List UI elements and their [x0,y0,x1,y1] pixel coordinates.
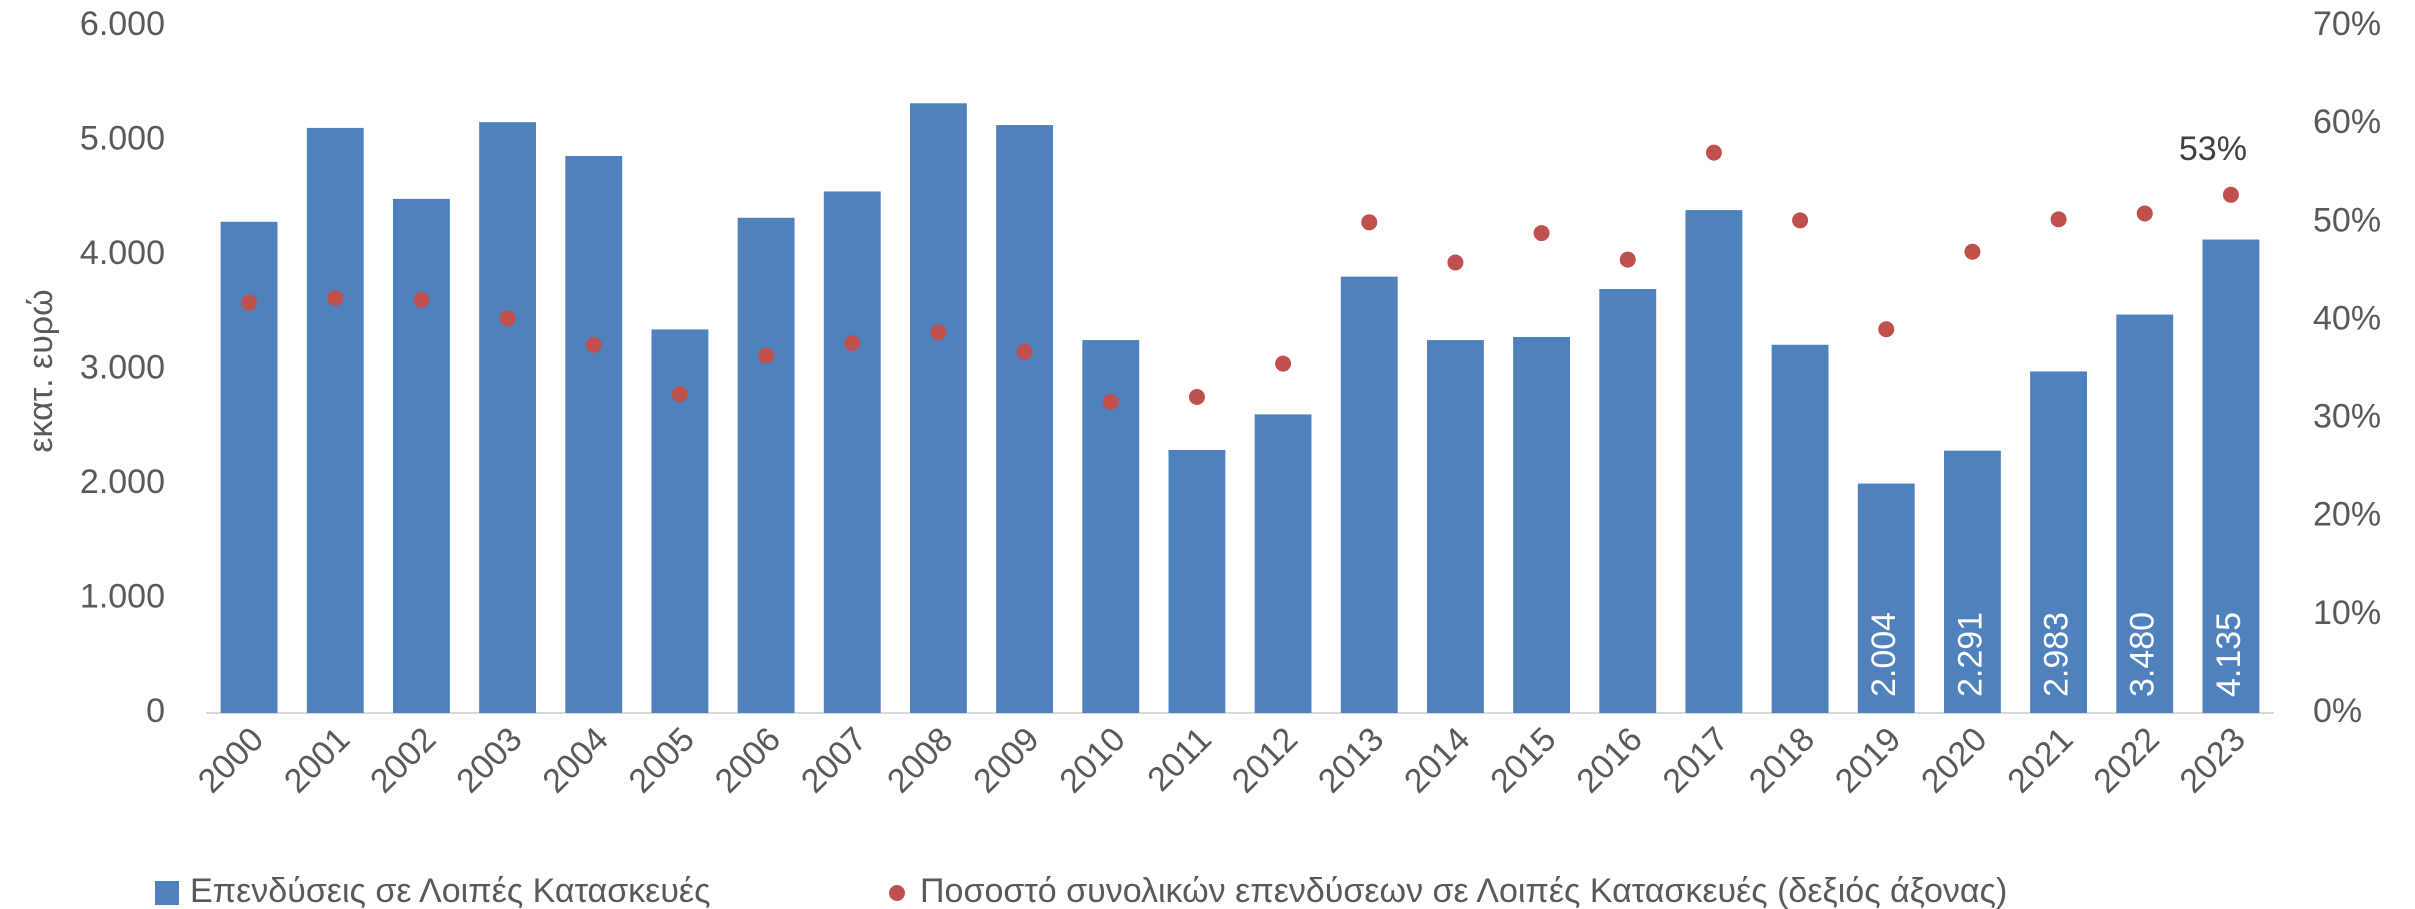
x-tick-label: 2022 [2086,720,2166,800]
dot [1361,214,1378,231]
bar [2116,314,2174,713]
bar [996,125,1054,714]
dot [499,310,516,327]
bar [1943,450,2001,713]
x-tick-label: 2016 [1569,720,1649,800]
bar [2030,371,2088,713]
x-tick-label: 2006 [708,720,788,800]
bar [1771,344,1829,713]
bar [823,191,881,713]
bar [1599,289,1657,713]
x-tick-label: 2002 [363,720,443,800]
dot [585,336,602,353]
y-tick-label: 6.000 [80,5,165,43]
x-tick-label: 2013 [1311,720,1391,800]
x-tick-label: 2008 [880,720,960,800]
x-tick-label: 2015 [1483,720,1563,800]
dot [327,289,344,306]
bar [1685,210,1743,713]
bar [565,155,623,713]
x-tick-label: 2009 [966,720,1046,800]
dot [1275,355,1292,372]
bar-value-label: 3.480 [2124,612,2162,697]
bar [737,217,795,713]
dot [1705,144,1722,161]
y-tick-label: 2.000 [80,463,165,501]
bar [1426,340,1484,713]
dot [241,294,258,311]
y2-tick-label: 40% [2313,299,2381,337]
y-tick-label: 5.000 [80,119,165,157]
x-tick-label: 2023 [2173,720,2253,800]
dot [671,386,688,403]
legend-swatch [889,885,905,901]
dot [2050,211,2067,228]
dot [1619,251,1636,268]
dot [1102,393,1119,410]
dot [1878,321,1895,338]
y2-tick-label: 70% [2313,5,2381,43]
x-tick-label: 2007 [794,720,874,800]
x-tick-label: 2010 [1052,720,1132,800]
dot [413,291,430,308]
bar [1168,449,1226,713]
y2-tick-label: 10% [2313,594,2381,632]
y-axis-title: εκατ. ευρώ [22,289,60,452]
dot [1792,212,1809,229]
x-tick-label: 2000 [191,720,271,800]
bar [1254,414,1312,713]
legend-label: Ποσοστό συνολικών επενδύσεων σε Λοιπές Κ… [920,872,2007,909]
y2-tick-label: 30% [2313,398,2381,436]
x-tick-label: 2021 [2000,720,2080,800]
y-tick-label: 1.000 [80,577,165,615]
bar [392,198,450,713]
x-tick-label: 2011 [1140,720,1219,799]
y-tick-label: 3.000 [80,348,165,386]
dot [758,347,775,364]
y-tick-label: 0 [146,692,165,730]
bar [306,127,364,713]
bar [479,122,537,714]
x-tick-label: 2012 [1225,720,1305,800]
dot [930,324,947,341]
bar-value-label: 2.291 [1951,612,1989,697]
bar-value-label: 2.004 [1865,612,1903,697]
x-tick-label: 2001 [277,720,357,800]
bar [2202,239,2260,714]
bar [1857,483,1915,713]
bar [1513,336,1571,713]
bar [909,103,967,714]
dot [1188,388,1205,405]
x-tick-label: 2019 [1828,720,1908,800]
dot [1016,343,1033,360]
dot [1964,243,1981,260]
x-tick-label: 2018 [1742,720,1822,800]
y2-tick-label: 50% [2313,201,2381,239]
dot [2136,205,2153,222]
legend-swatch [155,881,179,905]
bar-value-label: 4.135 [2210,612,2248,697]
y2-tick-label: 60% [2313,103,2381,141]
dot [1533,225,1550,242]
x-tick-label: 2003 [449,720,529,800]
bar [1340,276,1398,713]
x-tick-label: 2014 [1397,720,1477,800]
y2-tick-label: 0% [2313,692,2362,730]
legend-label: Επενδύσεις σε Λοιπές Κατασκευές [190,872,710,909]
dot [844,335,861,352]
bar-value-label: 2.983 [2038,612,2076,697]
dot-value-label: 53% [2179,130,2247,168]
x-tick-label: 2004 [535,720,615,800]
dot [2222,186,2239,203]
x-tick-label: 2017 [1656,720,1736,800]
x-tick-label: 2005 [622,720,702,800]
dot [1447,254,1464,271]
x-tick-label: 2020 [1914,720,1994,800]
y-tick-label: 4.000 [80,234,165,272]
y2-tick-label: 20% [2313,496,2381,534]
